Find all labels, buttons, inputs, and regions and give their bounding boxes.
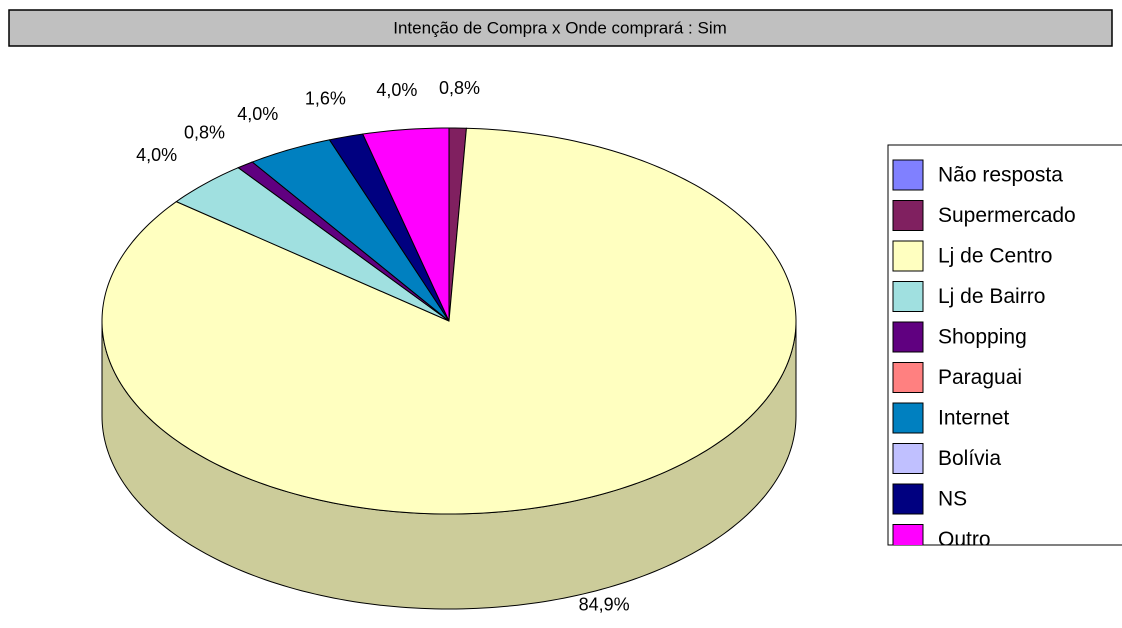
legend-swatch — [892, 321, 924, 353]
title-bar — [8, 9, 1113, 47]
data-label: 0,8% — [439, 78, 480, 98]
legend-label: Não resposta — [938, 164, 1063, 187]
pie-slice — [251, 139, 450, 322]
legend-swatch — [892, 483, 924, 515]
legend-box — [887, 144, 1122, 546]
legend-label: Shopping — [938, 326, 1027, 349]
legend-label: Supermercado — [938, 204, 1076, 227]
legend-label: NS — [938, 488, 967, 511]
legend-label: Paraguai — [938, 366, 1022, 389]
data-label: 4,0% — [136, 145, 177, 165]
data-label: 4,0% — [237, 104, 278, 124]
legend-label: Outro — [938, 528, 991, 551]
data-label: 1,6% — [305, 89, 346, 109]
legend-label: Bolívia — [938, 447, 1001, 470]
legend-swatch — [892, 159, 924, 191]
legend-swatch — [892, 524, 924, 545]
data-label: 0,8% — [184, 122, 225, 142]
legend-swatch — [892, 200, 924, 231]
legend-swatch — [892, 362, 924, 393]
pie-slice — [175, 167, 450, 322]
legend-swatch — [892, 240, 924, 272]
legend-label: Internet — [938, 407, 1009, 430]
legend-swatch — [892, 402, 924, 434]
legend-swatch — [892, 443, 924, 474]
chart-title: Intenção de Compra x Onde comprará : Sim — [393, 18, 727, 37]
pie-slice — [101, 127, 797, 515]
pie-slice — [362, 127, 450, 322]
legend-label: Lj de Centro — [938, 245, 1052, 268]
data-label: 84,9% — [579, 594, 630, 614]
legend-label: Lj de Bairro — [938, 285, 1045, 308]
legend-swatch — [892, 281, 924, 312]
pie-slice — [328, 133, 450, 322]
legend: Não resposta Supermercado Lj de Centro Lj d… — [892, 159, 1076, 551]
data-label: 4,0% — [376, 80, 417, 100]
